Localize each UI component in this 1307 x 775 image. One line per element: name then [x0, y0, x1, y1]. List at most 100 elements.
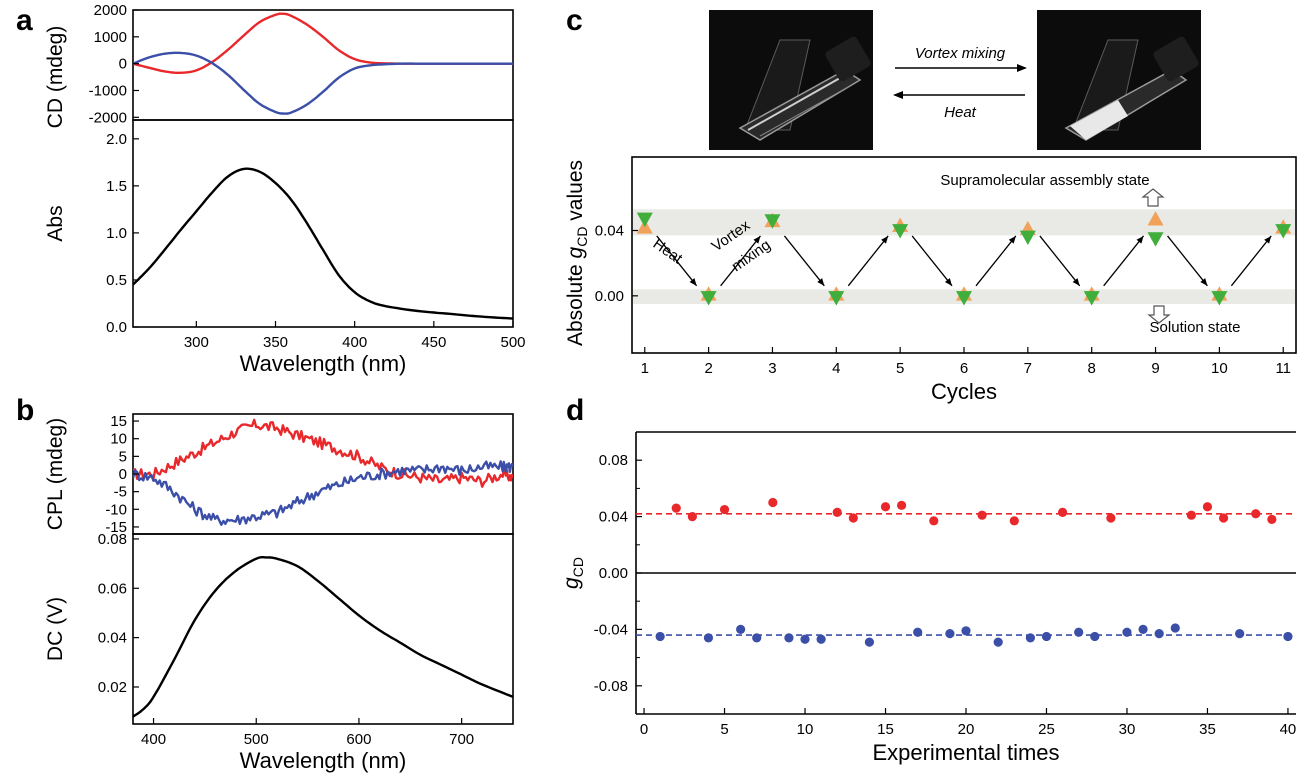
data-point-red: [897, 500, 907, 510]
x-tick-label: 5: [896, 360, 904, 377]
cycle-arrow: [720, 235, 761, 287]
cycle-arrow-head: [817, 278, 825, 286]
a-bottom-series: [133, 167, 513, 320]
x-tick-label: 40: [1280, 721, 1297, 738]
x-tick-label: 25: [1038, 721, 1055, 738]
panel-label-a: a: [16, 4, 33, 37]
data-point-blue: [1170, 623, 1180, 633]
data-point-blue: [1025, 633, 1035, 643]
down-hollow-arrow-icon: [1147, 305, 1171, 324]
data-point-blue: [1041, 631, 1052, 642]
y-tick-label: 0: [119, 466, 127, 483]
y-tick-label: -0.04: [594, 621, 628, 638]
cycle-arrow: [1103, 235, 1145, 287]
a-bottom-ylabel: Abs: [44, 205, 67, 241]
data-point-red: [1057, 507, 1068, 517]
marker-triangle-down: [1211, 291, 1228, 306]
y-tick-label: 0.04: [595, 223, 624, 240]
y-tick-label: -0.08: [594, 678, 628, 695]
x-tick-label: 450: [421, 334, 446, 351]
data-point-blue: [1090, 631, 1100, 642]
b-bottom-xlabel: Wavelength (nm): [240, 748, 407, 773]
cycle-arrow-head: [1008, 235, 1016, 244]
data-point-blue: [1074, 627, 1084, 637]
data-point-red: [848, 513, 858, 523]
data-point-red: [1218, 513, 1229, 523]
y-tick-label: 0.00: [599, 565, 628, 582]
x-tick-label: 10: [797, 721, 814, 738]
data-point-blue: [703, 633, 714, 643]
data-point-red: [1009, 516, 1019, 526]
x-tick-label: 6: [960, 360, 968, 377]
x-tick-label: 350: [263, 334, 288, 351]
cycle-arrow-head: [753, 235, 761, 244]
data-point-blue: [913, 627, 923, 637]
y-tick-label: -15: [105, 519, 127, 536]
marker-triangle-up: [1147, 211, 1164, 226]
cycle-arrow-head: [689, 278, 697, 286]
b-bottom-series: [133, 556, 513, 718]
y-tick-label: 0.04: [98, 630, 127, 647]
y-tick-label: 0.08: [599, 452, 628, 469]
marker-triangle-down: [892, 224, 909, 239]
data-point-red: [687, 511, 697, 522]
x-tick-label: 3: [768, 360, 776, 377]
marker-triangle-down: [1019, 230, 1036, 246]
data-point-red: [880, 502, 891, 512]
data-point-red: [719, 504, 730, 515]
x-tick-label: 8: [1088, 360, 1096, 377]
a-top-ylabel: CD (mdeg): [44, 26, 67, 129]
cycle-arrow: [911, 235, 953, 287]
cycle-arrow: [1039, 235, 1081, 287]
x-tick-label: 700: [449, 731, 474, 748]
data-point-blue: [784, 633, 794, 643]
marker-triangle-down: [1147, 232, 1164, 247]
a-bottom-frame: [132, 119, 514, 328]
x-tick-label: 400: [342, 334, 367, 351]
y-tick-label: 0: [119, 56, 127, 73]
y-tick-label: -2000: [89, 109, 127, 126]
panel-label-c: c: [566, 4, 583, 37]
cycle-arrow: [1167, 235, 1208, 287]
heat-label: Heat: [650, 235, 686, 268]
bottom-state-label: Solution state: [1150, 319, 1241, 336]
b-top-series-blue: [133, 460, 513, 526]
data-point-blue: [945, 629, 955, 639]
cycle-arrow-head: [1264, 235, 1272, 244]
data-point-red: [1202, 502, 1213, 512]
x-tick-label: 20: [958, 721, 975, 738]
x-tick-label: 0: [640, 721, 648, 738]
a-bottom-series-group: [133, 167, 513, 320]
cycle-arrow-head: [944, 278, 952, 286]
marker-triangle-down: [956, 291, 972, 306]
data-point-red: [768, 497, 778, 508]
marker-triangle-down: [636, 212, 653, 228]
y-tick-label: 0.06: [98, 580, 127, 597]
y-tick-label: 10: [110, 431, 127, 448]
x-tick-label: 400: [141, 731, 166, 748]
x-tick-label: 500: [244, 731, 269, 748]
y-tick-label: -10: [105, 501, 127, 518]
y-tick-label: 0.02: [98, 679, 127, 696]
vortex-heat-arrows: Vortex mixing Heat: [893, 45, 1027, 121]
y-tick-label: 2000: [94, 2, 127, 19]
x-tick-label: 4: [832, 360, 840, 377]
data-point-red: [929, 516, 939, 526]
y-tick-label: 1000: [94, 29, 127, 46]
y-tick-label: 0.08: [98, 531, 127, 548]
x-tick-label: 7: [1024, 360, 1032, 377]
data-point-blue: [1235, 629, 1245, 639]
data-point-red: [671, 503, 681, 513]
data-point-blue: [1138, 624, 1148, 635]
y-tick-label: 0.04: [599, 509, 628, 526]
data-point-red: [1267, 514, 1277, 525]
data-point-red: [1186, 510, 1196, 520]
cycle-arrow: [847, 235, 889, 287]
cycle-arrow: [975, 235, 1017, 287]
data-point-red: [1251, 509, 1261, 519]
a-top-frame: [132, 9, 514, 121]
data-point-blue: [736, 624, 746, 635]
b-bottom-frame: [132, 533, 514, 725]
vial-photo-solution: [709, 10, 873, 150]
y-tick-label: 1.0: [106, 225, 127, 242]
